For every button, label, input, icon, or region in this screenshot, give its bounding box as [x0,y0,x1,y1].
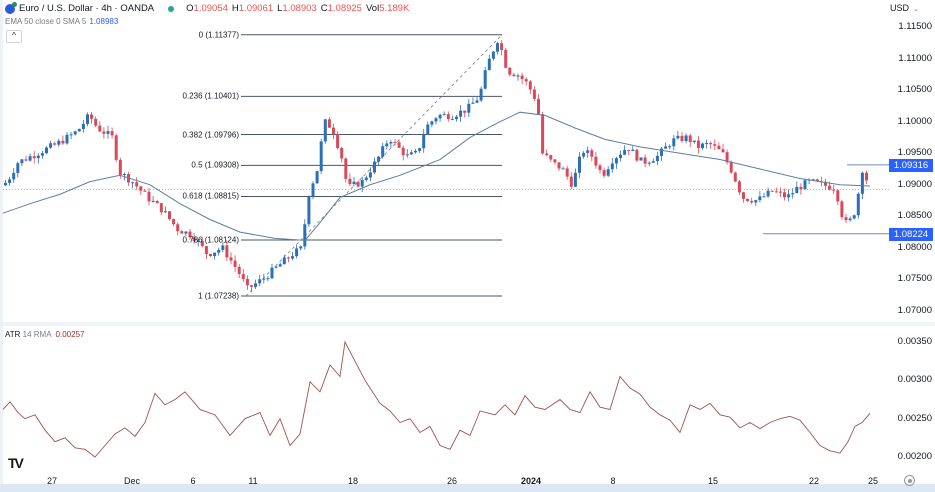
symbol-title[interactable]: Euro / U.S. Dollar · 4h · OANDA [19,3,155,14]
ohlc-key: L [277,3,283,14]
atr-value: 0.00257 [55,330,85,339]
time-tick: 27 [46,476,58,486]
fib-level-label: 0 (1.11377) [198,30,239,40]
price-tick: 1.11500 [898,21,932,32]
left-edge [0,0,3,484]
ohlc-key: O [186,3,194,14]
price-level-tag[interactable]: 1.08224 [889,227,933,241]
price-tick: 1.08000 [897,241,932,253]
currency-selector[interactable]: USD ⌄ [890,3,919,13]
price-tick: 1.07500 [897,273,932,285]
time-tick: 6 [190,476,196,486]
ema-legend[interactable]: EMA 50 close 0 SMA 5 1.08983 [5,17,118,26]
ohlc-key: Vol [365,3,380,14]
time-tick: 8 [610,476,616,486]
settings-gear-icon[interactable] [904,475,915,486]
time-tick: 11 [248,476,258,486]
collapse-legend-button[interactable]: ^ [6,30,22,43]
ohlc-value: 1.09061 [238,3,274,14]
ohlc-values: O1.09054 H1.09061 L1.08903 C1.08925 Vol5.189… [186,3,413,14]
atr-tick: 0.00350 [897,336,932,347]
fib-level-label: 0.618 (1.08815) [182,191,240,201]
market-status-icon [168,5,175,12]
price-tick: 1.11000 [898,52,932,64]
currency-label: USD [890,3,910,13]
price-tick: 1.10500 [897,84,932,96]
ohlc-value: 1.08903 [282,3,317,14]
ohlc-value: 1.08925 [327,3,362,14]
price-tick: 1.07000 [897,304,932,316]
fib-level-label: 0.236 (1.10401) [182,91,240,101]
fib-level-label: 0.5 (1.09308) [191,160,239,170]
fib-level-label: 0.786 (1.08124) [182,235,240,245]
time-tick: 2024 [520,476,542,486]
pane-separator[interactable] [3,322,935,326]
time-tick: 18 [347,476,359,486]
atr-name: ATR [5,330,21,339]
time-tick: 22 [808,476,820,486]
symbol-legend: Euro / U.S. Dollar · 4h · OANDA O1.09054… [5,1,413,14]
price-level-tag[interactable]: 1.09316 [889,158,933,172]
atr-tick: 0.00300 [897,374,932,386]
atr-tick: 0.00200 [897,451,932,462]
ohlc-key: H [231,3,239,14]
price-tick: 1.09000 [897,178,932,190]
ohlc-value: 5.189K [379,3,410,14]
ohlc-key: C [320,3,328,14]
price-tick: 1.08500 [897,210,932,222]
time-tick: 26 [446,476,458,486]
fib-level-label: 0.382 (1.09796) [182,130,240,140]
price-tick: 1.09500 [897,147,932,159]
symbol-logo-icon [5,1,17,14]
tradingview-logo-icon[interactable]: TV [8,455,24,471]
time-tick: 15 [707,476,719,486]
atr-legend[interactable]: ATR 14 RMA 0.00257 [5,330,84,339]
chevron-down-icon: ⌄ [913,6,919,13]
fib-level-label: 1 (1.07238) [198,291,239,301]
time-tick: Dec [123,476,141,486]
ohlc-value: 1.09054 [193,3,228,14]
ema-value: 1.08983 [89,17,119,26]
atr-params: 14 RMA [22,330,52,339]
ema-label: EMA 50 close 0 SMA 5 [5,17,87,26]
atr-tick: 0.00250 [897,412,932,424]
time-tick: 25 [867,476,879,486]
price-tick: 1.10000 [897,115,932,127]
